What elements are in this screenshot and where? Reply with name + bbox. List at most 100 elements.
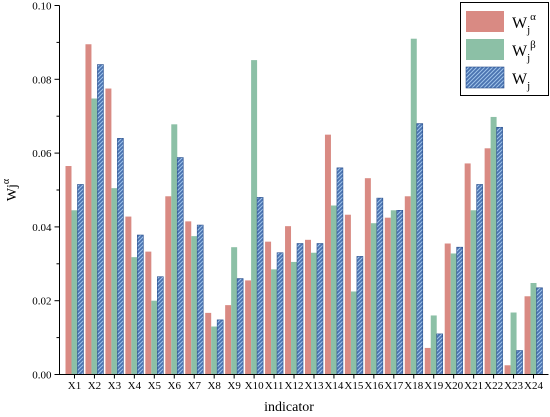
x-tick-label-x8: X8 xyxy=(207,380,221,392)
bar-2-x8 xyxy=(211,326,218,375)
legend-label-2: Wjβ xyxy=(512,39,536,64)
bar-3-x15 xyxy=(356,256,364,375)
bar-2-x2 xyxy=(91,98,98,375)
bar-2-x12 xyxy=(291,261,298,375)
x-tick-label-x2: X2 xyxy=(88,380,101,392)
x-tick-label-x5: X5 xyxy=(148,380,162,392)
y-axis-title-sup: α xyxy=(1,178,12,184)
bar-2-x7 xyxy=(191,236,198,375)
bar-1-x22 xyxy=(484,148,491,375)
y-ticks-group: 0.00 0.02 0.04 0.06 0.08 0.10 xyxy=(32,1,60,382)
bar-3-x11 xyxy=(276,252,284,375)
bar-2-x5 xyxy=(151,300,158,375)
bar-2-x19 xyxy=(430,315,437,375)
bar-3-x24 xyxy=(536,287,543,375)
y-tick-label: 0.10 xyxy=(32,1,52,13)
bar-1-x5 xyxy=(145,251,152,375)
bar-3-x5 xyxy=(157,276,164,375)
bar-1-x21 xyxy=(464,163,471,375)
bar-1-x9 xyxy=(225,305,232,375)
legend-label-1: Wjα xyxy=(512,11,536,36)
bar-3-x8 xyxy=(216,319,224,375)
bars-group xyxy=(65,38,543,375)
bar-1-x20 xyxy=(444,243,451,375)
bar-1-x2 xyxy=(85,44,92,375)
x-tick-label-x11: X11 xyxy=(265,380,284,392)
bar-3-x10 xyxy=(256,197,264,375)
bar-1-x14 xyxy=(324,134,331,375)
bar-2-x10 xyxy=(251,60,258,375)
bar-3-x4 xyxy=(137,234,144,375)
bar-3-x6 xyxy=(176,157,184,375)
bar-2-x21 xyxy=(470,210,477,375)
x-tick-label-x12: X12 xyxy=(285,380,304,392)
bar-2-x22 xyxy=(490,116,497,375)
x-tick-label-x20: X20 xyxy=(444,380,463,392)
bar-3-x16 xyxy=(376,197,384,375)
bar-3-x18 xyxy=(416,123,424,375)
bar-2-x4 xyxy=(131,257,138,375)
legend-swatch-3 xyxy=(465,66,505,89)
bar-2-x24 xyxy=(530,282,537,375)
x-tick-label-x10: X10 xyxy=(245,380,264,392)
y-tick-label: 0.06 xyxy=(32,148,52,160)
bar-3-x19 xyxy=(436,333,444,375)
bar-3-x12 xyxy=(296,243,304,375)
bar-3-x23 xyxy=(516,350,523,375)
x-tick-label-x19: X19 xyxy=(424,380,443,392)
bar-3-x13 xyxy=(316,243,324,375)
y-tick-label: 0.08 xyxy=(32,74,52,86)
bar-2-x18 xyxy=(410,38,417,375)
bar-3-x1 xyxy=(77,184,84,375)
bar-3-x20 xyxy=(456,246,463,375)
bar-3-x22 xyxy=(496,126,503,375)
x-tick-label-x21: X21 xyxy=(464,380,483,392)
bar-1-x16 xyxy=(364,178,371,375)
x-tick-label-x4: X4 xyxy=(128,380,142,392)
bar-3-x2 xyxy=(97,64,104,375)
y-tick-label: 0.02 xyxy=(32,296,51,308)
bar-2-x17 xyxy=(390,210,397,375)
legend-swatch-1 xyxy=(466,11,504,32)
bar-1-x13 xyxy=(305,239,311,375)
legend-swatch-2 xyxy=(466,39,504,60)
bar-1-x18 xyxy=(404,196,411,375)
bar-2-x15 xyxy=(350,291,357,375)
bar-1-x3 xyxy=(105,88,112,375)
x-tick-label-x9: X9 xyxy=(227,380,241,392)
x-tick-label-x17: X17 xyxy=(384,380,403,392)
bar-2-x20 xyxy=(450,253,457,375)
x-tick-label-x13: X13 xyxy=(305,380,324,392)
x-tick-label-x16: X16 xyxy=(364,380,383,392)
bar-1-x24 xyxy=(524,296,531,375)
y-axis-title: Wjα xyxy=(1,178,20,201)
bar-1-x6 xyxy=(165,196,172,375)
bar-1-x11 xyxy=(265,241,272,375)
legend-label-3: Wj xyxy=(512,71,530,92)
bar-1-x1 xyxy=(65,166,72,375)
bar-2-x1 xyxy=(71,210,78,375)
bar-1-x12 xyxy=(285,226,292,375)
x-tick-label-x6: X6 xyxy=(168,380,182,392)
bar-2-x6 xyxy=(171,124,178,375)
x-ticks-group: X1 X2 X3 X4 X5 X6 X7 X8 X9 X10 X11 X12 X13 X14 X15 X16 X… xyxy=(68,374,543,392)
bar-3-x9 xyxy=(236,278,244,375)
bar-2-x16 xyxy=(370,223,377,375)
bar-2-x3 xyxy=(111,188,118,375)
x-tick-label-x15: X15 xyxy=(344,380,363,392)
x-tick-label-x22: X22 xyxy=(484,380,503,392)
x-tick-label-x24: X24 xyxy=(524,380,543,392)
x-tick-label-x1: X1 xyxy=(68,380,81,392)
y-tick-label: 0.00 xyxy=(32,370,52,382)
x-tick-label-x14: X14 xyxy=(324,380,343,392)
legend: Wjα Wjβ Wj xyxy=(460,2,549,96)
bar-3-x3 xyxy=(117,138,124,375)
x-tick-label-x3: X3 xyxy=(108,380,122,392)
bar-3-x17 xyxy=(396,210,404,375)
bar-1-x8 xyxy=(205,312,212,375)
bar-1-x10 xyxy=(245,280,252,375)
y-axis-title-main: Wj xyxy=(5,184,20,201)
bar-1-x17 xyxy=(384,217,391,375)
bar-1-x7 xyxy=(185,221,192,375)
